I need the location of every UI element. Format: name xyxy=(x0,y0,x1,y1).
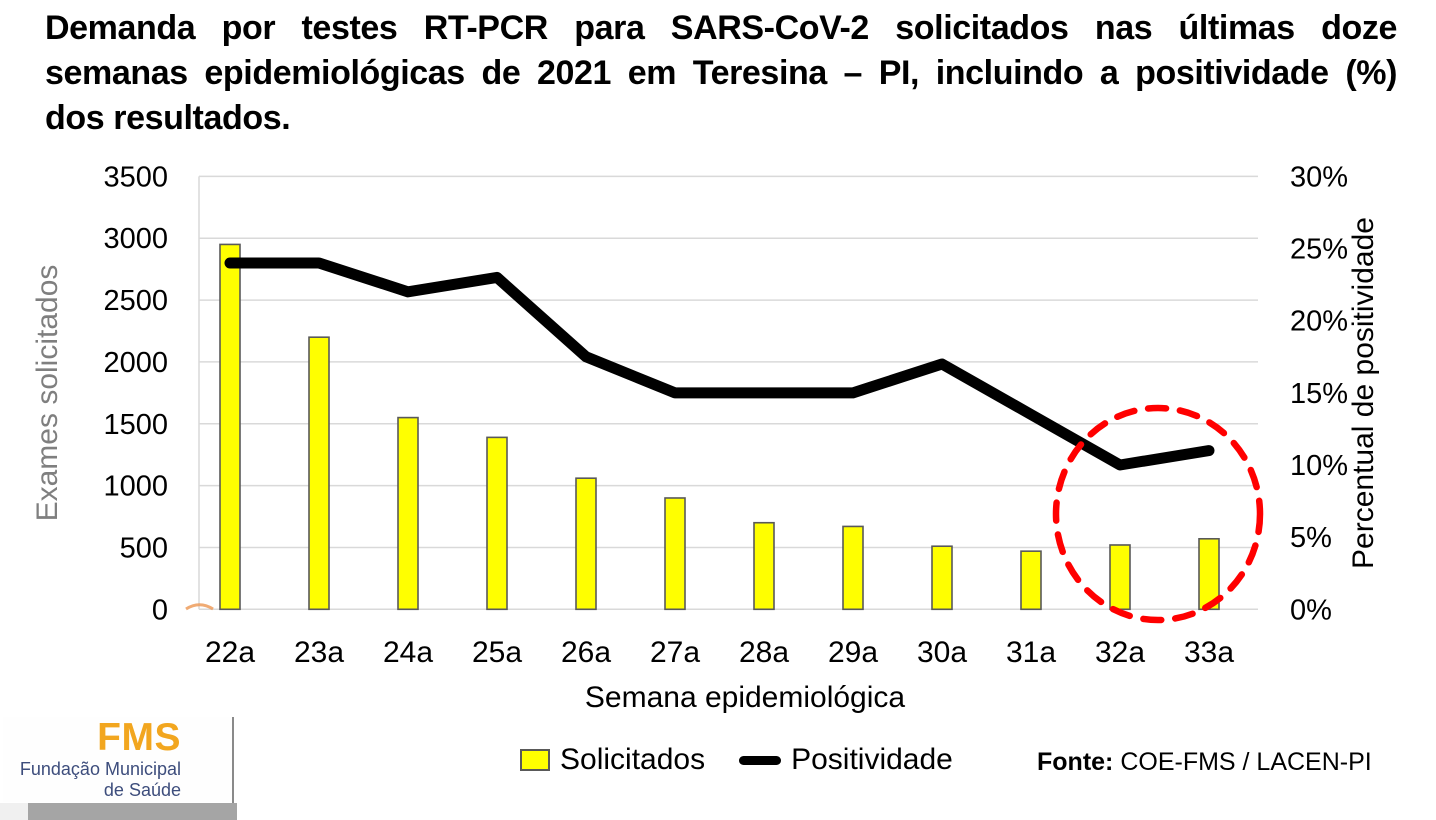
source-note: Fonte: COE-FMS / LACEN-PI xyxy=(1037,748,1372,777)
bar-25a xyxy=(486,436,508,611)
y-right-tick-20%: 20% xyxy=(1290,306,1348,338)
slide-title-line3: dos resultados. xyxy=(45,99,291,137)
y-left-tick-3500: 3500 xyxy=(103,161,168,193)
bar-26a xyxy=(575,477,597,611)
baseline-artifact xyxy=(185,603,214,611)
bar-32a xyxy=(1109,544,1131,611)
y-right-axis-title: Percentual de positividade xyxy=(1347,217,1380,569)
x-tick-28a: 28a xyxy=(739,636,789,669)
y-left-tick-2000: 2000 xyxy=(103,347,168,379)
chart-legend: Solicitados Positividade xyxy=(520,743,953,777)
slide-title-line2: semanas epidemiológicas de 2021 em Teres… xyxy=(45,54,1397,92)
x-tick-24a: 24a xyxy=(383,636,433,669)
legend-positividade-swatch-icon xyxy=(739,755,782,765)
fms-logo-line2: de Saúde xyxy=(103,780,181,800)
bar-23a xyxy=(308,336,330,611)
y-left-tick-2500: 2500 xyxy=(103,285,168,317)
x-tick-32a: 32a xyxy=(1095,636,1145,669)
y-right-tick-5%: 5% xyxy=(1290,522,1332,554)
annotation-dashed-circle xyxy=(1052,404,1264,624)
y-left-axis-title: Exames solicitados xyxy=(31,265,64,522)
x-tick-26a: 26a xyxy=(561,636,611,669)
bar-31a xyxy=(1020,550,1042,611)
legend-solicitados-label: Solicitados xyxy=(560,743,706,776)
x-tick-29a: 29a xyxy=(828,636,878,669)
y-left-tick-500: 500 xyxy=(120,532,168,564)
x-tick-23a: 23a xyxy=(294,636,344,669)
y-left-tick-1500: 1500 xyxy=(103,409,168,441)
y-right-tick-15%: 15% xyxy=(1290,378,1348,410)
bar-22a xyxy=(219,243,241,611)
bar-29a xyxy=(842,525,864,611)
positivity-line xyxy=(224,257,1215,471)
x-tick-30a: 30a xyxy=(917,636,967,669)
y-right-tick-30%: 30% xyxy=(1290,161,1348,193)
bar-24a xyxy=(397,416,419,611)
y-right-tick-0%: 0% xyxy=(1290,594,1332,626)
footer-corner xyxy=(0,803,28,820)
bar-28a xyxy=(753,521,775,611)
logo-divider xyxy=(232,717,234,820)
slide-title: Demanda por testes RT-PCR para SARS-CoV-… xyxy=(45,6,1397,141)
fms-logo-acronym: FMS xyxy=(97,716,181,759)
x-tick-33a: 33a xyxy=(1184,636,1234,669)
x-tick-31a: 31a xyxy=(1006,636,1056,669)
slide-title-line1: Demanda por testes RT-PCR para SARS-CoV-… xyxy=(45,9,1397,47)
source-prefix: Fonte: xyxy=(1037,748,1114,776)
fms-logo: FMS Fundação Municipal de Saúde xyxy=(3,717,232,802)
bar-30a xyxy=(931,545,953,611)
x-tick-25a: 25a xyxy=(472,636,522,669)
y-left-tick-0: 0 xyxy=(152,594,168,626)
legend-solicitados-swatch-icon xyxy=(520,749,550,771)
y-right-tick-10%: 10% xyxy=(1290,450,1348,482)
y-right-tick-25%: 25% xyxy=(1290,234,1348,266)
x-tick-27a: 27a xyxy=(650,636,700,669)
x-axis-title: Semana epidemiológica xyxy=(585,681,906,714)
y-left-tick-1000: 1000 xyxy=(103,471,168,503)
x-tick-22a: 22a xyxy=(205,636,255,669)
y-left-tick-3000: 3000 xyxy=(103,223,168,255)
bar-33a xyxy=(1198,537,1220,611)
fms-logo-line1: Fundação Municipal xyxy=(19,759,181,779)
bar-27a xyxy=(664,497,686,611)
source-text: COE-FMS / LACEN-PI xyxy=(1113,748,1372,776)
footer-progress-bar[interactable] xyxy=(28,803,237,820)
legend-positividade-label: Positividade xyxy=(791,743,953,776)
